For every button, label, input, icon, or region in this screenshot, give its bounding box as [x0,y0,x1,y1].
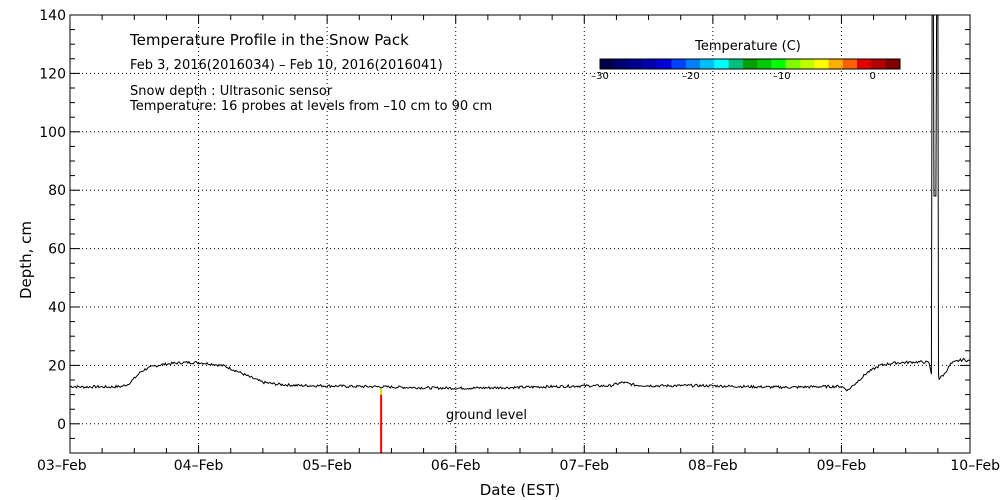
colorbar-cell [714,59,730,69]
y-tick-label: 100 [39,125,66,141]
x-tick-label: 09–Feb [817,458,867,474]
x-tick-label: 06–Feb [431,458,481,474]
colorbar-cell [814,59,830,69]
snow-depth-line [69,14,971,392]
colorbar-cell [771,59,787,69]
colorbar-cell [885,59,901,69]
colorbar-cell [871,59,887,69]
colorbar-cell [614,59,630,69]
colorbar-cell [757,59,772,69]
colorbar-cell [700,59,715,69]
y-tick-label: 60 [48,242,66,258]
colorbar-cell [671,59,687,69]
colorbar-cell [657,59,672,69]
colorbar-cell [642,59,658,69]
colorbar-cells [599,58,901,70]
x-tick-label: 03–Feb [37,458,87,474]
colorbar-tick-label: 0 [870,71,876,82]
colorbar-border [599,58,901,70]
colorbar-cell [742,59,758,69]
colorbar-tick-label: –20 [682,71,700,82]
colorbar-cell [828,59,844,69]
x-tick-label: 05–Feb [302,458,352,474]
colorbar-cell [600,59,615,69]
colorbar-tick-label: –10 [773,71,791,82]
y-tick-label: 20 [48,358,66,374]
colorbar-title: Temperature (C) [694,39,801,54]
x-tick-label: 07–Feb [559,458,609,474]
temperature-colorbar: Temperature (C) –30 –20 –10 0 [591,39,901,82]
x-axis-title: Date (EST) [480,481,561,499]
annotation-line-2: Temperature: 16 probes at levels from –1… [129,99,492,114]
colorbar-ticks: –30 –20 –10 0 [591,71,876,82]
chart-title: Temperature Profile in the Snow Pack [129,31,409,49]
y-tick-label: 0 [57,417,66,433]
ground-level-label: ground level [446,408,527,423]
x-tick-label: 08–Feb [688,458,738,474]
colorbar-cell [628,59,644,69]
y-axis-title: Depth, cm [17,221,35,299]
x-tick-label: 04–Feb [174,458,224,474]
y-tick-label: 40 [48,300,66,316]
colorbar-cell [785,59,801,69]
colorbar-cell [842,59,858,69]
y-tick-label: 80 [48,183,66,199]
y-axis-ticks: 0 20 40 60 80 100 120 140 [39,8,970,454]
annotation-line-1: Snow depth : Ultrasonic sensor [130,84,333,99]
colorbar-cell [728,59,744,69]
x-axis-ticks: 03–Feb 04–Feb 05–Feb 06–Feb 07–Feb 08–Feb 09–F… [37,15,1000,474]
colorbar-cell [685,59,701,69]
chart-subtitle: Feb 3, 2016(2016034) – Feb 10, 2016(2016… [130,58,443,73]
colorbar-cell [857,59,872,69]
colorbar-cell [800,59,815,69]
series-layer [69,14,971,392]
y-tick-label: 120 [39,66,66,82]
colorbar-tick-label: –30 [591,71,609,82]
x-tick-label: 10–Feb [950,458,1000,474]
y-tick-label: 140 [39,8,66,24]
